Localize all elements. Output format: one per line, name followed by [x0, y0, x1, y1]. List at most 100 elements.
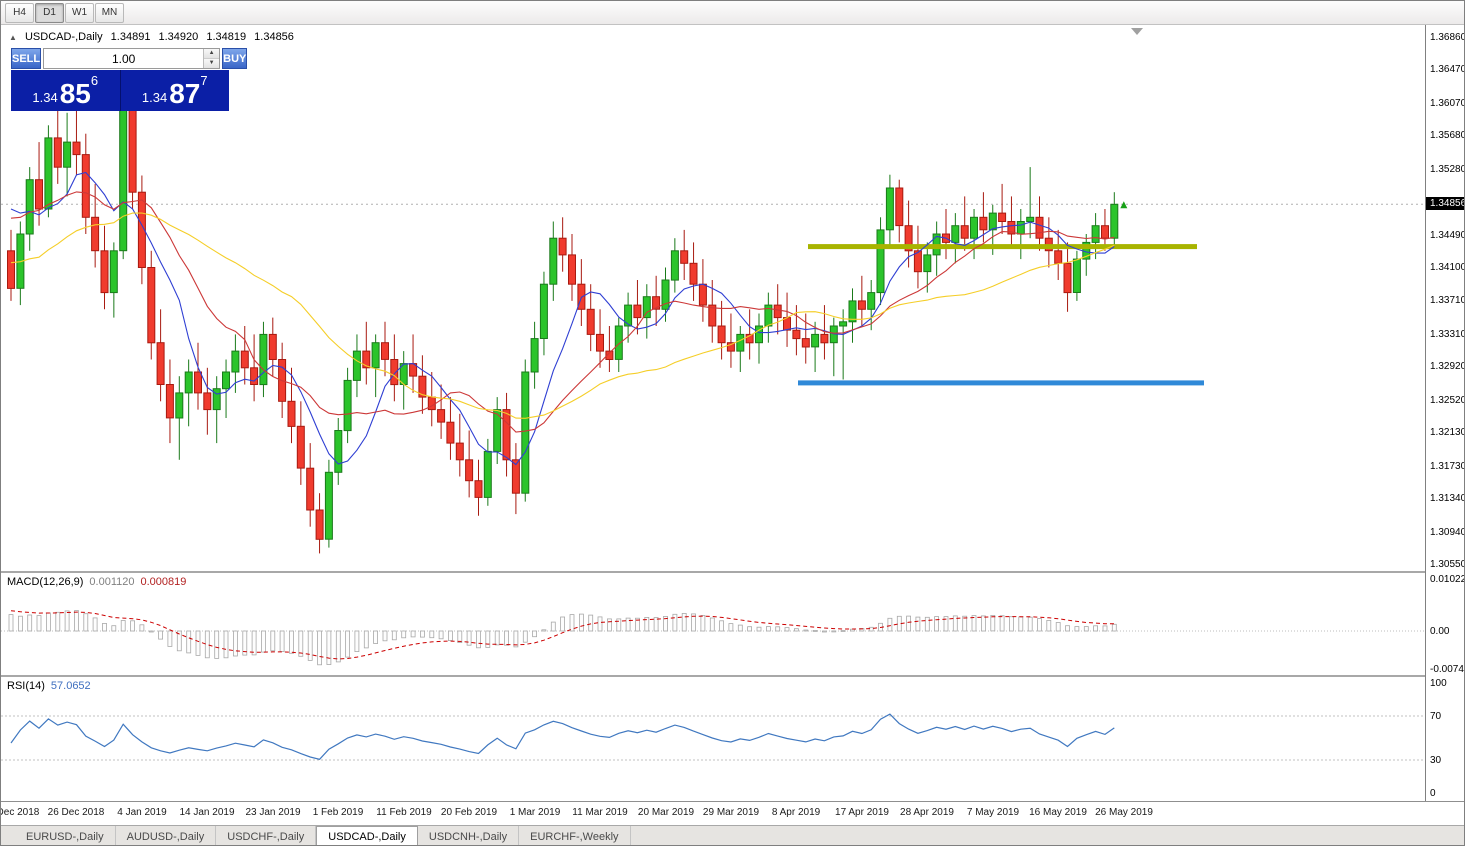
price-scale-label: 1.33310	[1430, 329, 1465, 340]
price-scale-label: 1.32130	[1430, 427, 1465, 438]
chart-tab-usdchf-daily[interactable]: USDCHF-,Daily	[216, 826, 317, 845]
macd-scale-label: -0.007477	[1430, 664, 1464, 675]
date-axis-label: 14 Jan 2019	[179, 807, 235, 818]
chart-tab-usdcnh-daily[interactable]: USDCNH-,Daily	[418, 826, 520, 845]
date-axis-label: 17 Apr 2019	[835, 807, 889, 818]
bid-price-box: 1.34856	[1426, 197, 1464, 210]
ma-line-7	[10, 171, 1115, 466]
volume-input[interactable]	[44, 49, 204, 68]
time-axis-line	[1, 801, 1464, 802]
buy-price-pip: 7	[200, 73, 208, 88]
date-axis-label: 29 Mar 2019	[702, 807, 760, 818]
chart-tab-usdcad-daily[interactable]: USDCAD-,Daily	[316, 826, 418, 845]
rsi-scale-label: 100	[1430, 678, 1447, 689]
timeframe-button-mn[interactable]: MN	[95, 2, 124, 23]
sell-button[interactable]: SELL	[11, 48, 42, 69]
chart-collapse-icon[interactable]: ▲	[9, 33, 17, 42]
chart-tabs: EURUSD-,Daily AUDUSD-,Daily USDCHF-,Daily U…	[15, 826, 631, 845]
volume-spinner: ▲ ▼	[203, 49, 220, 68]
date-axis-label: 16 May 2019	[1029, 807, 1087, 818]
date-axis-label: 4 Jan 2019	[117, 807, 167, 818]
ma-line-14	[10, 191, 1115, 433]
date-axis-label: 20 Mar 2019	[637, 807, 695, 818]
main-chart-canvas[interactable]	[1, 25, 1425, 571]
price-scale-label: 1.31340	[1430, 493, 1465, 504]
timeframe-button-h4[interactable]: H4	[5, 2, 34, 23]
chart-tab-bar: EURUSD-,Daily AUDUSD-,Daily USDCHF-,Daily U…	[1, 825, 1464, 845]
volume-down-button[interactable]: ▼	[204, 59, 220, 68]
rsi-value: 57.0652	[50, 680, 91, 692]
price-scale-label: 1.35680	[1430, 130, 1465, 141]
resistance-line[interactable]	[808, 244, 1197, 250]
macd-signal-value: 0.000819	[140, 576, 187, 588]
price-scale-label: 1.30550	[1430, 559, 1465, 570]
buy-price-big: 87	[169, 78, 201, 109]
rsi-scale-label: 30	[1430, 755, 1442, 766]
date-axis-label: 1 Mar 2019	[509, 807, 561, 818]
macd-panel-canvas[interactable]	[1, 573, 1425, 675]
sell-price-big: 85	[59, 78, 91, 109]
timeframe-button-d1[interactable]: D1	[35, 2, 64, 23]
chart-symbol-label: USDCAD-,Daily	[24, 31, 103, 43]
ohlc-low: 1.34819	[206, 31, 247, 43]
date-axis-label: 26 May 2019	[1095, 807, 1153, 818]
macd-scale-label: 0.010229	[1430, 574, 1464, 585]
volume-up-button[interactable]: ▲	[204, 49, 220, 59]
buy-price-prefix: 1.34	[141, 90, 168, 105]
volume-box: ▲ ▼	[43, 48, 221, 69]
one-click-trading-widget: SELL ▲ ▼ BUY 1.34 85 6 1.34 87 7	[11, 48, 248, 111]
latest-price-arrow	[1120, 201, 1128, 209]
ohlc-high: 1.34920	[158, 31, 199, 43]
chart-title: ▲ USDCAD-,Daily 1.34891 1.34920 1.34819 …	[9, 31, 299, 43]
date-axis-label: 11 Mar 2019	[572, 807, 628, 818]
macd-label: MACD(12,26,9) 0.001120 0.000819	[7, 576, 186, 588]
price-scale-label: 1.35280	[1430, 164, 1465, 175]
date-axis-label: 17 Dec 2018	[1, 807, 40, 818]
price-scale-label: 1.30940	[1430, 527, 1465, 538]
chart-tab-eurusd-daily[interactable]: EURUSD-,Daily	[15, 826, 116, 845]
rsi-scale-label: 70	[1430, 711, 1442, 722]
chart-tab-eurchf-weekly[interactable]: EURCHF-,Weekly	[519, 826, 631, 845]
candles	[7, 75, 1119, 554]
price-scale-label: 1.32520	[1430, 395, 1465, 406]
sell-price-prefix: 1.34	[32, 90, 58, 105]
rsi-panel-canvas[interactable]	[1, 677, 1425, 801]
sell-price-display[interactable]: 1.34 85 6	[11, 70, 120, 111]
date-axis-label: 28 Apr 2019	[900, 807, 954, 818]
rsi-title: RSI(14)	[7, 680, 45, 692]
buy-price-display[interactable]: 1.34 87 7	[120, 70, 229, 111]
rsi-label: RSI(14) 57.0652	[7, 680, 91, 692]
date-axis-label: 26 Dec 2018	[47, 807, 105, 818]
chart-tab-audusd-daily[interactable]: AUDUSD-,Daily	[116, 826, 217, 845]
buy-button[interactable]: BUY	[222, 48, 248, 69]
rsi-line	[10, 713, 1115, 760]
timeframe-toolbar: H4 D1 W1 MN	[1, 1, 1464, 25]
price-scale-label: 1.33710	[1430, 295, 1465, 306]
panel-separator[interactable]	[1, 675, 1464, 677]
macd-signal-line	[10, 610, 1115, 660]
sell-price-pip: 6	[90, 73, 99, 88]
price-scale-label: 1.34100	[1430, 262, 1465, 273]
price-scale-label: 1.36070	[1430, 98, 1465, 109]
date-axis-label: 7 May 2019	[966, 807, 1020, 818]
support-line[interactable]	[798, 380, 1204, 386]
price-scale-label: 1.32920	[1430, 361, 1465, 372]
ohlc-open: 1.34891	[110, 31, 151, 43]
date-axis-label: 1 Feb 2019	[312, 807, 364, 818]
timeframe-button-w1[interactable]: W1	[65, 2, 94, 23]
rsi-scale-label: 0	[1430, 788, 1436, 799]
price-scale-label: 1.36860	[1430, 32, 1465, 43]
price-scale[interactable]: 1.36860 1.36470 1.36070 1.35680 1.35280 1.348…	[1425, 25, 1465, 801]
date-axis-label: 23 Jan 2019	[245, 807, 301, 818]
date-axis-label: 11 Feb 2019	[376, 807, 432, 818]
chart-shift-marker[interactable]	[1131, 28, 1143, 35]
price-scale-label: 1.31730	[1430, 461, 1465, 472]
date-axis-label: 20 Feb 2019	[440, 807, 498, 818]
macd-title: MACD(12,26,9)	[7, 576, 84, 588]
date-axis-label: 8 Apr 2019	[771, 807, 821, 818]
time-scale[interactable]: 17 Dec 2018 26 Dec 2018 4 Jan 2019 14 Jan 2…	[1, 802, 1425, 825]
ohlc-close: 1.34856	[254, 31, 294, 43]
panel-separator[interactable]	[1, 571, 1464, 573]
price-scale-label: 1.34490	[1430, 230, 1465, 241]
